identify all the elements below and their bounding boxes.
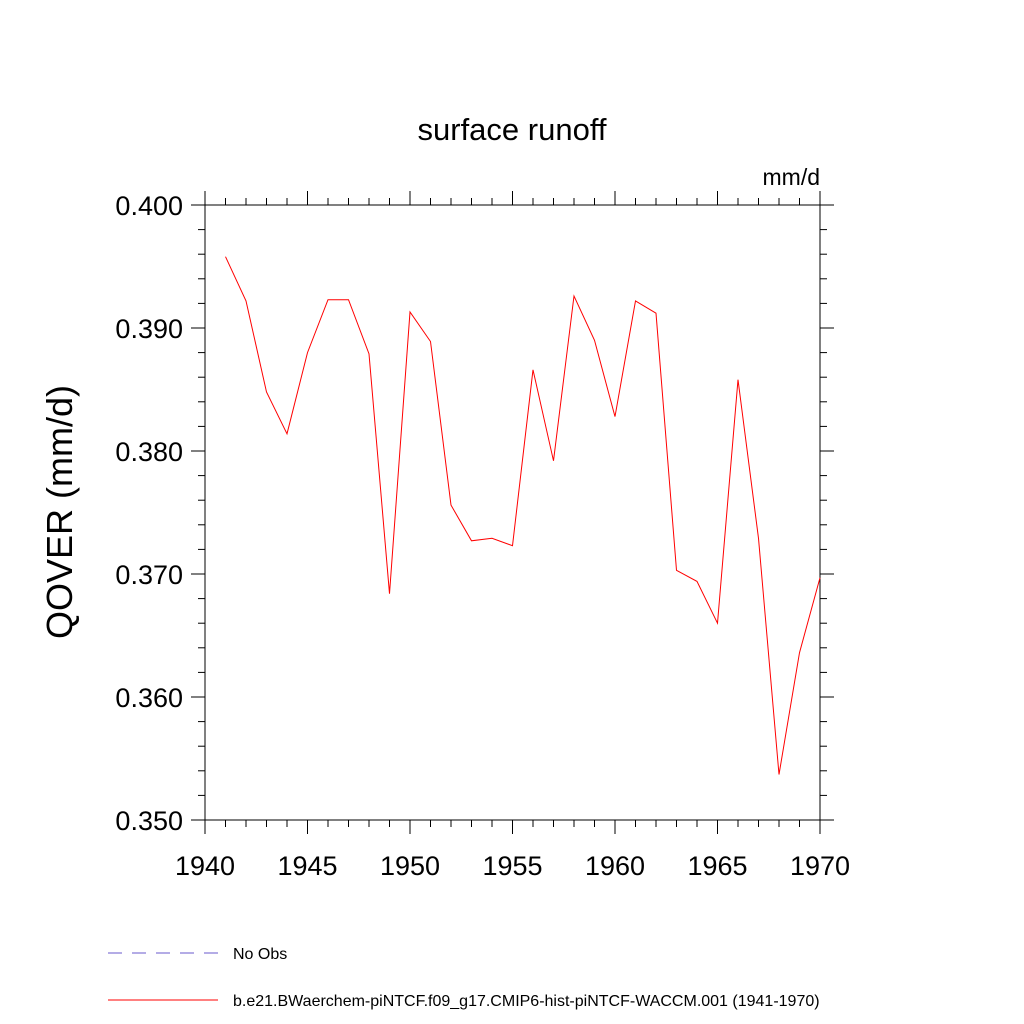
series-line	[225, 256, 821, 775]
y-tick-label: 0.380	[115, 437, 183, 467]
x-tick-label: 1945	[277, 851, 337, 881]
major-ticks	[191, 191, 834, 834]
y-tick-label: 0.360	[115, 683, 183, 713]
legend-label-model: b.e21.BWaerchem-piNTCF.f09_g17.CMIP6-his…	[233, 993, 820, 1010]
units-label: mm/d	[763, 164, 821, 190]
y-axis-label: QOVER (mm/d)	[39, 385, 80, 639]
series-group	[225, 256, 821, 775]
legend-label-no-obs: No Obs	[233, 946, 287, 963]
x-tick-label: 1970	[790, 851, 850, 881]
x-tick-label: 1955	[482, 851, 542, 881]
chart-title: surface runoff	[418, 112, 607, 147]
x-tick-label: 1960	[585, 851, 645, 881]
x-tick-labels: 1940 1945 1950 1955 1960 1965 1970	[175, 851, 850, 881]
legend: No Obs b.e21.BWaerchem-piNTCF.f09_g17.CM…	[108, 946, 820, 1010]
y-tick-label: 0.370	[115, 560, 183, 590]
x-tick-label: 1950	[380, 851, 440, 881]
y-tick-label: 0.350	[115, 806, 183, 836]
y-tick-label: 0.390	[115, 314, 183, 344]
x-tick-label: 1965	[687, 851, 747, 881]
y-tick-label: 0.400	[115, 191, 183, 221]
x-tick-label: 1940	[175, 851, 235, 881]
plot-frame	[204, 204, 821, 821]
y-tick-labels: 0.350 0.360 0.370 0.380 0.390 0.400	[115, 191, 183, 836]
minor-ticks	[198, 198, 827, 827]
